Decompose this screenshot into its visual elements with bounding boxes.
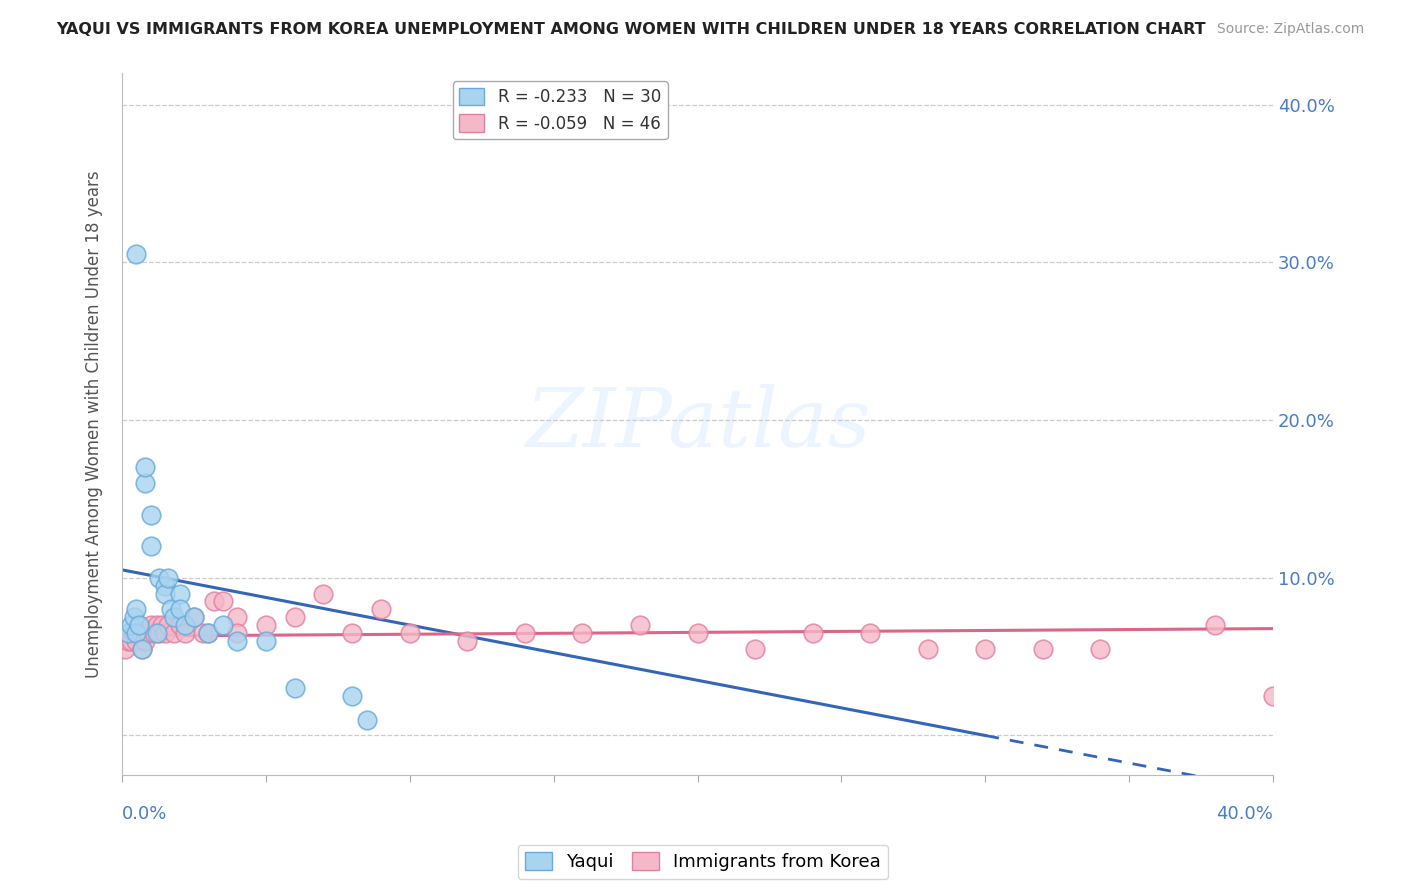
Point	[134, 476, 156, 491]
Point	[917, 641, 939, 656]
Point	[128, 626, 150, 640]
Point	[686, 626, 709, 640]
Point	[174, 626, 197, 640]
Point	[284, 681, 307, 695]
Point	[128, 618, 150, 632]
Point	[1204, 618, 1226, 632]
Point	[142, 626, 165, 640]
Text: ZIPatlas: ZIPatlas	[524, 384, 870, 464]
Point	[114, 641, 136, 656]
Point	[226, 633, 249, 648]
Point	[145, 618, 167, 632]
Legend: Yaqui, Immigrants from Korea: Yaqui, Immigrants from Korea	[517, 845, 889, 879]
Text: 40.0%: 40.0%	[1216, 805, 1272, 823]
Point	[139, 539, 162, 553]
Point	[254, 633, 277, 648]
Point	[859, 626, 882, 640]
Point	[131, 641, 153, 656]
Point	[342, 689, 364, 703]
Point	[131, 641, 153, 656]
Point	[169, 618, 191, 632]
Point	[974, 641, 997, 656]
Y-axis label: Unemployment Among Women with Children Under 18 years: Unemployment Among Women with Children U…	[86, 170, 103, 678]
Point	[122, 610, 145, 624]
Point	[163, 610, 186, 624]
Point	[312, 586, 335, 600]
Point	[513, 626, 536, 640]
Point	[342, 626, 364, 640]
Point	[284, 610, 307, 624]
Point	[628, 618, 651, 632]
Point	[155, 626, 177, 640]
Point	[117, 626, 139, 640]
Point	[370, 602, 392, 616]
Point	[211, 594, 233, 608]
Point	[139, 618, 162, 632]
Point	[202, 594, 225, 608]
Point	[136, 626, 159, 640]
Point	[120, 618, 142, 632]
Point	[125, 633, 148, 648]
Point	[155, 579, 177, 593]
Point	[157, 618, 180, 632]
Point	[134, 460, 156, 475]
Point	[122, 626, 145, 640]
Point	[191, 626, 214, 640]
Point	[226, 610, 249, 624]
Point	[174, 618, 197, 632]
Point	[139, 508, 162, 522]
Point	[169, 586, 191, 600]
Point	[211, 618, 233, 632]
Point	[125, 247, 148, 261]
Point	[1261, 689, 1284, 703]
Point	[125, 602, 148, 616]
Point	[226, 626, 249, 640]
Text: 0.0%: 0.0%	[122, 805, 167, 823]
Point	[148, 571, 170, 585]
Point	[1032, 641, 1054, 656]
Point	[157, 571, 180, 585]
Point	[160, 602, 183, 616]
Point	[120, 633, 142, 648]
Point	[134, 633, 156, 648]
Point	[117, 633, 139, 648]
Point	[1090, 641, 1112, 656]
Point	[163, 626, 186, 640]
Point	[254, 618, 277, 632]
Point	[183, 610, 205, 624]
Point	[145, 626, 167, 640]
Point	[356, 713, 378, 727]
Text: YAQUI VS IMMIGRANTS FROM KOREA UNEMPLOYMENT AMONG WOMEN WITH CHILDREN UNDER 18 Y: YAQUI VS IMMIGRANTS FROM KOREA UNEMPLOYM…	[56, 22, 1206, 37]
Point	[125, 626, 148, 640]
Point	[456, 633, 478, 648]
Text: Source: ZipAtlas.com: Source: ZipAtlas.com	[1216, 22, 1364, 37]
Point	[197, 626, 219, 640]
Legend: R = -0.233   N = 30, R = -0.059   N = 46: R = -0.233 N = 30, R = -0.059 N = 46	[453, 81, 668, 139]
Point	[150, 618, 173, 632]
Point	[398, 626, 420, 640]
Point	[148, 626, 170, 640]
Point	[155, 586, 177, 600]
Point	[744, 641, 766, 656]
Point	[571, 626, 593, 640]
Point	[801, 626, 824, 640]
Point	[169, 602, 191, 616]
Point	[197, 626, 219, 640]
Point	[183, 610, 205, 624]
